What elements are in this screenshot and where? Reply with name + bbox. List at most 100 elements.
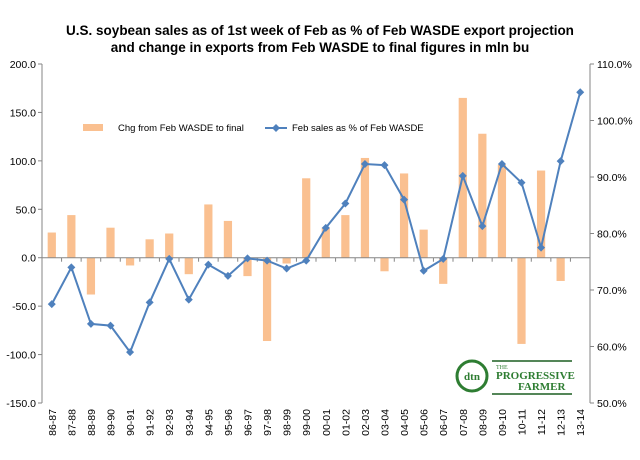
y-left-tick-label: -50.0 (12, 301, 36, 313)
bar-02-03 (360, 157, 370, 258)
bar-12-13 (556, 257, 565, 281)
x-tick-label-05-06: 05-06 (419, 409, 431, 436)
bar-09-10 (497, 164, 507, 258)
y-left-tick-label: 200.0 (10, 59, 36, 71)
logo-badge-text: dtn (464, 371, 480, 383)
x-tick-label-13-14: 13-14 (575, 409, 587, 436)
y-left-tick-label: -100.0 (6, 350, 36, 362)
x-tick-label-90-91: 90-91 (125, 409, 137, 436)
point-94-95 (204, 260, 213, 269)
y-left-tick-label: 150.0 (10, 107, 36, 119)
x-axis-labels: 86-87 87-88 88-89 89-90 90-91 91-92 92-93 93-94… (47, 409, 587, 436)
bar-97-98 (262, 257, 272, 342)
x-tick-label-95-96: 95-96 (223, 409, 235, 436)
point-99-00 (302, 256, 311, 265)
bar-05-06 (419, 229, 428, 258)
point-13-14 (576, 88, 585, 97)
point-11-12 (537, 243, 546, 252)
chart-title-line1: U.S. soybean sales as of 1st week of Feb… (66, 23, 574, 38)
legend-bar-label: Chg from Feb WASDE to final (118, 123, 244, 134)
bar-93-94 (184, 257, 193, 275)
x-tick-label-91-92: 91-92 (145, 409, 157, 436)
y-right-tick-label: 60.0% (597, 342, 627, 354)
point-02-03 (360, 160, 369, 169)
x-tick-label-97-98: 97-98 (262, 409, 274, 436)
bar-08-09 (478, 133, 487, 258)
point-00-01 (321, 223, 330, 232)
x-tick-label-09-10: 09-10 (497, 409, 509, 436)
bar-94-95 (204, 204, 213, 258)
y-right-tick-label: 110.0% (597, 59, 632, 71)
x-tick-label-04-05: 04-05 (399, 409, 411, 436)
legend-bar-swatch (83, 124, 103, 131)
line-path (50, 91, 582, 355)
point-09-10 (497, 160, 506, 169)
point-12-13 (556, 157, 565, 166)
point-01-02 (341, 199, 350, 208)
line-series (47, 88, 585, 357)
x-tick-label-12-13: 12-13 (556, 409, 568, 436)
point-88-89 (86, 319, 95, 328)
y-right-axis-labels: 50.0% 60.0% 70.0% 80.0% 90.0% 100.0% 110.0% (597, 59, 633, 410)
x-tick-label-93-94: 93-94 (184, 409, 196, 436)
logo-line1: THE (496, 365, 508, 371)
y-right-tick-label: 70.0% (597, 285, 627, 297)
bar-95-96 (223, 220, 233, 258)
point-92-93 (165, 254, 174, 263)
bar-86-87 (47, 232, 56, 258)
bar-06-07 (439, 257, 448, 284)
bar-89-90 (106, 227, 115, 258)
bar-10-11 (517, 257, 526, 344)
point-98-99 (282, 264, 291, 273)
y-right-tick-label: 80.0% (597, 229, 627, 241)
y-right-tick-label: 50.0% (597, 398, 627, 410)
x-tick-label-02-03: 02-03 (360, 409, 372, 436)
point-93-94 (184, 295, 193, 304)
point-05-06 (419, 266, 428, 275)
y-left-tick-label: 100.0 (10, 156, 36, 168)
logo-line2: PROGRESSIVE (496, 370, 575, 382)
point-04-05 (400, 195, 409, 204)
x-tick-label-11-12: 11-12 (536, 409, 548, 435)
bar-04-05 (399, 173, 409, 258)
point-87-88 (67, 263, 76, 272)
chart-title-line2: and change in exports from Feb WASDE to … (111, 40, 530, 55)
point-89-90 (106, 321, 115, 330)
x-tick-label-08-09: 08-09 (477, 409, 489, 436)
bar-01-02 (341, 215, 350, 258)
dtn-progressive-farmer-logo: dtn THE PROGRESSIVE FARMER (455, 359, 575, 395)
x-tick-label-06-07: 06-07 (438, 409, 450, 436)
axes (38, 63, 594, 404)
x-tick-label-99-00: 99-00 (301, 409, 313, 436)
x-tick-label-01-02: 01-02 (340, 409, 352, 436)
bar-87-88 (67, 215, 76, 258)
bar-90-91 (125, 257, 135, 266)
x-tick-label-86-87: 86-87 (47, 409, 59, 436)
point-97-98 (263, 256, 272, 265)
x-tick-label-92-93: 92-93 (164, 409, 176, 436)
point-95-96 (223, 271, 232, 280)
x-tick-label-00-01: 00-01 (321, 409, 333, 436)
y-left-tick-label: -150.0 (6, 398, 36, 410)
y-left-axis-labels: -150.0 -100.0 -50.0 0.0 50.0 100.0 150.0 200.0 (6, 59, 36, 410)
point-96-97 (243, 254, 252, 263)
point-86-87 (47, 300, 56, 309)
x-tick-label-98-99: 98-99 (282, 409, 294, 436)
x-tick-label-10-11: 10-11 (517, 409, 529, 435)
y-left-tick-label: 0.0 (21, 253, 36, 265)
x-tick-label-03-04: 03-04 (380, 409, 392, 436)
y-left-tick-label: 50.0 (16, 204, 37, 216)
bar-88-89 (86, 257, 96, 295)
x-tick-label-07-08: 07-08 (458, 409, 470, 436)
legend-line-label: Feb sales as % of Feb WASDE (292, 123, 424, 134)
point-08-09 (478, 222, 487, 231)
bar-92-93 (165, 233, 174, 258)
x-tick-label-94-95: 94-95 (203, 409, 215, 436)
x-tick-label-96-97: 96-97 (243, 409, 255, 436)
bar-98-99 (282, 257, 291, 264)
legend: Chg from Feb WASDE to final Feb sales as… (83, 123, 424, 134)
point-07-08 (458, 171, 467, 180)
bar-00-01 (321, 227, 330, 258)
x-tick-label-87-88: 87-88 (66, 409, 78, 436)
